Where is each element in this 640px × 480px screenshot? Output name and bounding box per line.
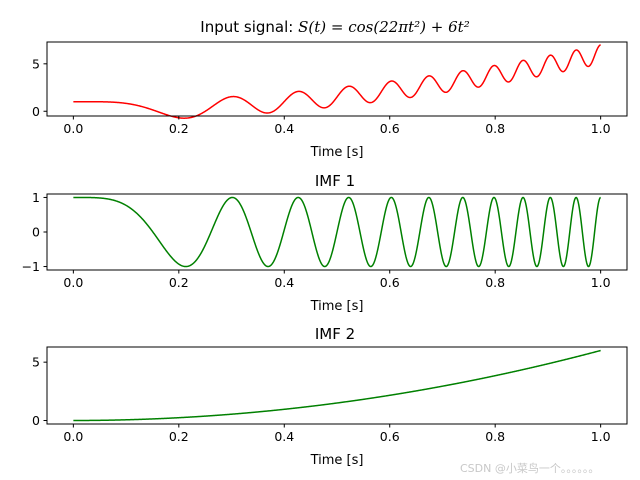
imf1-x-tick-label: 1.0 <box>591 275 611 290</box>
imf1-subplot: IMF 1 0.0 0.2 0.4 0.6 0.8 1.0 −1 0 1 Time [s] <box>22 172 628 314</box>
imf1-title: IMF 1 <box>315 172 355 190</box>
input-signal-series-line <box>73 44 601 119</box>
imf1-x-axis-label: Time [s] <box>310 299 364 314</box>
input-signal-title: Input signal: S(t) = cos(22πt²) + 6t² <box>200 18 469 36</box>
imf2-x-tick-label: 1.0 <box>591 429 611 444</box>
imf2-title: IMF 2 <box>315 325 355 343</box>
imf2-series-line <box>73 349 601 422</box>
imf1-y-tick-label: −1 <box>22 259 40 274</box>
imf2-x-tick-label: 0.2 <box>169 429 189 444</box>
imf1-x-tick-label: 0.2 <box>169 275 189 290</box>
imf1-series-line <box>73 196 601 268</box>
input-signal-y-tick-label: 0 <box>32 104 40 119</box>
imf2-x-tick-label: 0.6 <box>380 429 400 444</box>
imf1-x-tick-label: 0.4 <box>274 275 294 290</box>
input-signal-subplot: Input signal: S(t) = cos(22πt²) + 6t² 0.… <box>32 18 628 160</box>
imf1-x-tick-label: 0.8 <box>485 275 505 290</box>
imf2-y-tick-label: 5 <box>32 355 40 370</box>
imf2-x-tick-label: 0.0 <box>63 429 83 444</box>
imf2-x-tick-label: 0.4 <box>274 429 294 444</box>
imf2-x-axis-label: Time [s] <box>310 453 364 468</box>
imf2-axes-frame <box>46 346 628 425</box>
input-signal-x-tick-label: 0.0 <box>63 121 83 136</box>
imf2-subplot: IMF 2 0.0 0.2 0.4 0.6 0.8 1.0 0 5 Time [s] <box>32 325 628 468</box>
input-signal-axes-frame <box>46 41 628 117</box>
imf2-y-tick-label: 0 <box>32 413 40 428</box>
imf1-x-tick-label: 0.6 <box>380 275 400 290</box>
input-signal-x-tick-label: 0.6 <box>380 121 400 136</box>
imf1-y-tick-label: 1 <box>32 190 40 205</box>
imf2-x-tick-label: 0.8 <box>485 429 505 444</box>
input-signal-x-tick-label: 0.8 <box>485 121 505 136</box>
input-signal-y-tick-label: 5 <box>32 56 40 71</box>
input-signal-x-axis-label: Time [s] <box>310 145 364 160</box>
watermark: CSDN @小菜鸟一个。。。。。。 <box>460 462 600 475</box>
input-signal-x-tick-label: 0.2 <box>169 121 189 136</box>
imf1-y-tick-label: 0 <box>32 225 40 240</box>
input-signal-x-tick-label: 0.4 <box>274 121 294 136</box>
input-signal-x-tick-label: 1.0 <box>591 121 611 136</box>
imf1-x-tick-label: 0.0 <box>63 275 83 290</box>
